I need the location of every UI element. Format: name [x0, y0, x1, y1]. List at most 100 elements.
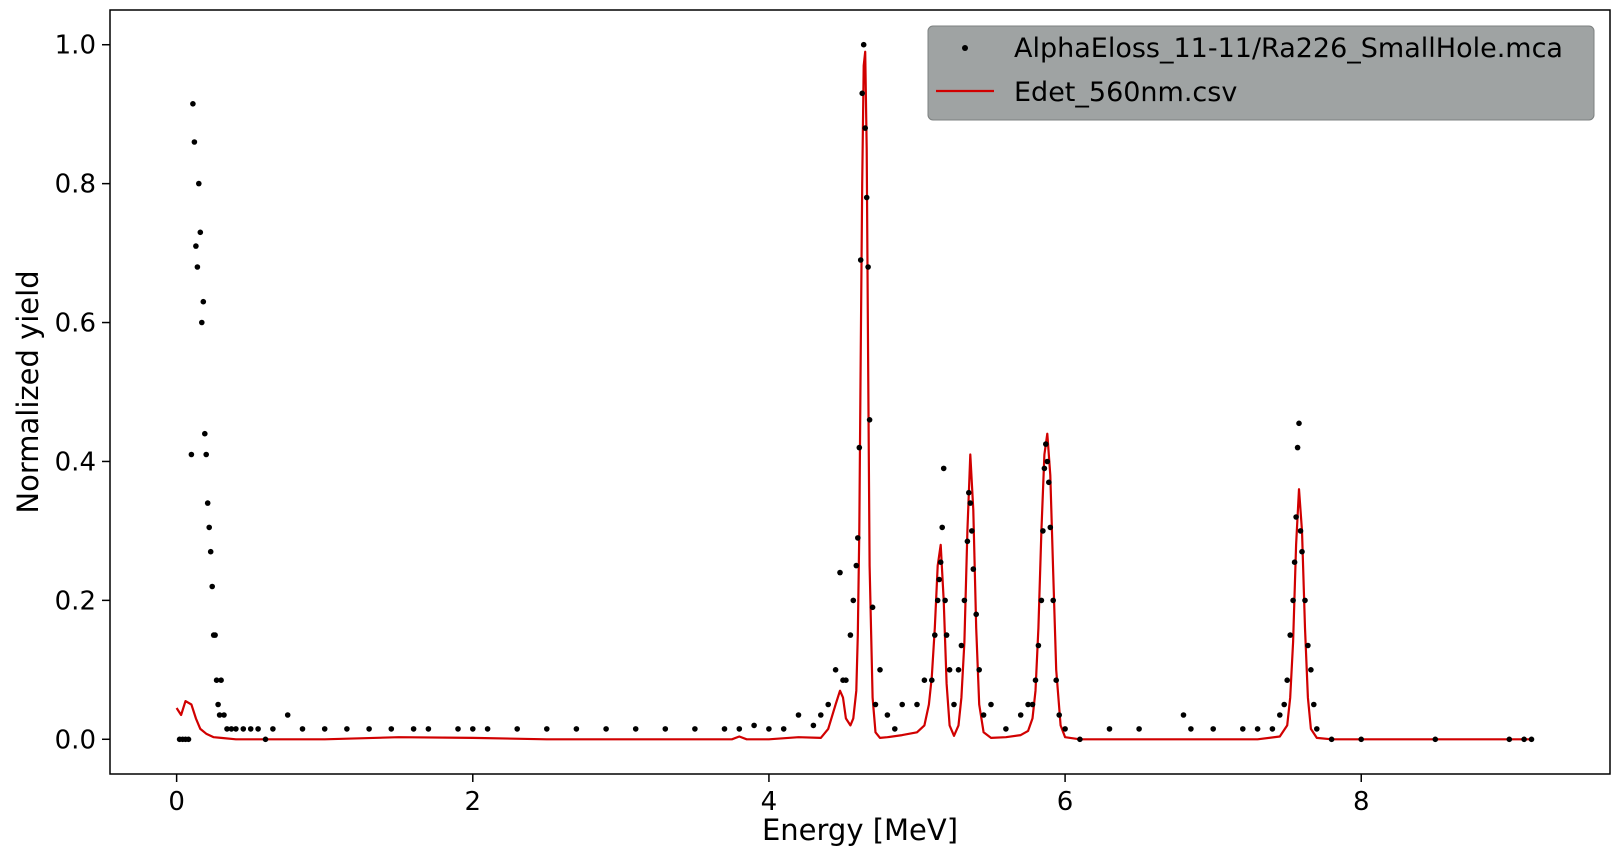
scatter-point: [866, 417, 873, 423]
scatter-point: [240, 726, 247, 732]
scatter-point: [850, 597, 857, 604]
scatter-point: [193, 243, 199, 249]
scatter-point: [470, 726, 476, 732]
scatter-point: [964, 538, 971, 545]
y-tick-label: 0.0: [55, 725, 96, 755]
scatter-point: [1281, 701, 1287, 708]
scatter-point: [1210, 726, 1216, 732]
scatter-point: [939, 524, 945, 531]
x-tick-label: 0: [168, 787, 185, 817]
scatter-point: [970, 566, 977, 572]
scatter-point: [1314, 726, 1320, 732]
scatter-point: [1043, 441, 1049, 447]
y-tick-label: 0.8: [55, 170, 96, 200]
scatter-point: [224, 726, 230, 732]
scatter-point: [1040, 528, 1046, 534]
scatter-point: [751, 722, 757, 729]
scatter-point: [203, 451, 209, 458]
scatter-point: [855, 535, 861, 541]
scatter-point: [961, 597, 968, 604]
scatter-point: [766, 726, 772, 732]
scatter-point: [853, 562, 860, 569]
scatter-point: [892, 726, 898, 732]
scatter-point: [1017, 712, 1024, 718]
scatter-point: [299, 726, 306, 732]
scatter-point: [1287, 632, 1293, 638]
scatter-point: [216, 712, 223, 718]
scatter-point: [872, 701, 879, 708]
scatter-point: [632, 726, 639, 732]
scatter-point: [190, 101, 196, 107]
scatter-point: [221, 712, 227, 718]
y-tick-label: 0.2: [55, 586, 96, 616]
scatter-point: [1277, 712, 1283, 718]
y-axis-label: Normalized yield: [11, 270, 45, 513]
scatter-point: [484, 726, 491, 732]
scatter-point: [810, 722, 817, 729]
x-axis-label: Energy [MeV]: [762, 813, 958, 847]
scatter-point: [818, 712, 824, 718]
scatter-point: [321, 726, 328, 732]
x-tick-label: 2: [465, 787, 482, 817]
scatter-point: [455, 726, 461, 732]
scatter-point: [207, 548, 214, 555]
scatter-point: [976, 667, 982, 673]
scatter-point: [865, 264, 871, 270]
scatter-point: [1035, 642, 1042, 649]
scatter-point: [1296, 420, 1302, 427]
scatter-point: [573, 726, 580, 732]
scatter-point: [1240, 726, 1246, 732]
series-line-edet: [175, 50, 1532, 741]
scatter-point: [1029, 701, 1036, 708]
scatter-point: [1053, 677, 1059, 683]
scatter-point: [862, 125, 868, 131]
scatter-point: [966, 489, 972, 496]
y-tick-label: 1.0: [55, 31, 96, 61]
scatter-point: [255, 726, 261, 732]
scatter-point: [544, 726, 550, 732]
scatter-point: [228, 726, 235, 732]
y-axis: 0.0 0.2 0.4 0.6 0.8 1.0: [55, 31, 110, 755]
scatter-point: [1038, 597, 1045, 604]
scatter-point: [1432, 736, 1439, 743]
scatter-point: [1136, 726, 1142, 732]
x-tick-label: 4: [761, 787, 778, 817]
scatter-point: [1025, 701, 1031, 708]
legend-marker-scatter: [962, 45, 968, 51]
scatter-point: [1062, 726, 1068, 732]
scatter-point: [736, 726, 743, 732]
scatter-point: [921, 677, 928, 683]
scatter-point: [1188, 726, 1194, 732]
scatter-point: [942, 597, 948, 604]
line-series: [175, 50, 1532, 741]
scatter-point: [1106, 726, 1113, 732]
scatter-point: [1041, 465, 1048, 472]
scatter-point: [884, 712, 891, 718]
scatter-point: [692, 726, 698, 732]
scatter-point: [1284, 677, 1290, 683]
y-tick-label: 0.4: [55, 447, 96, 477]
scatter-point: [196, 180, 202, 187]
scatter-point: [1305, 642, 1311, 649]
scatter-point: [988, 701, 994, 708]
scatter-point: [213, 677, 220, 683]
scatter-point: [202, 430, 208, 437]
scatter-point: [344, 726, 350, 732]
scatter-point: [943, 632, 950, 638]
scatter-point: [951, 701, 957, 708]
scatter-point: [197, 229, 204, 236]
scatter-point: [934, 597, 941, 604]
scatter-point: [209, 583, 215, 590]
scatter-point: [980, 712, 987, 718]
scatter-point: [662, 726, 669, 732]
scatter-point: [832, 667, 839, 673]
scatter-point: [1056, 712, 1062, 718]
scatter-point: [721, 726, 728, 732]
scatter-point: [1254, 726, 1261, 732]
scatter-point: [366, 726, 372, 732]
scatter-point: [1299, 548, 1305, 555]
scatter-point: [946, 667, 953, 673]
scatter-point: [218, 677, 224, 683]
scatter-point: [185, 736, 192, 743]
